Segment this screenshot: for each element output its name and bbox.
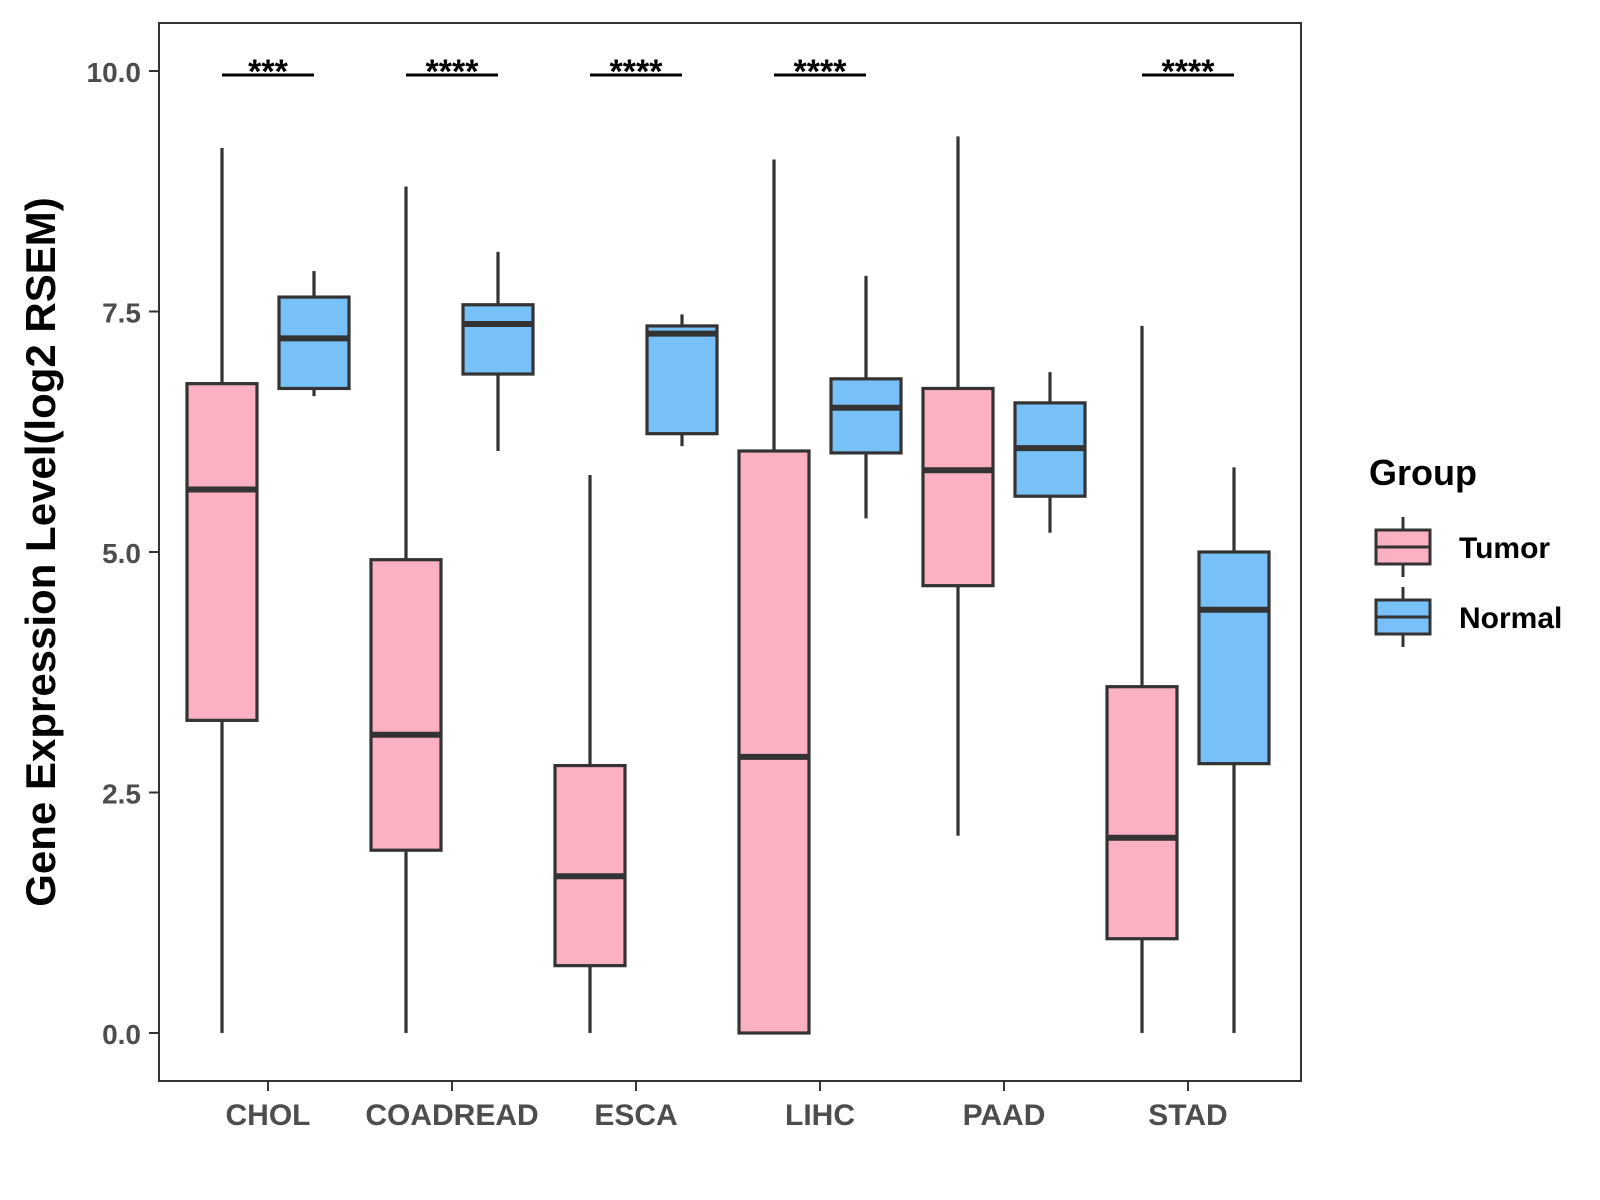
legend-item-normal: Normal bbox=[1374, 587, 1562, 647]
box-iqr bbox=[737, 449, 811, 1035]
box-normal-chol bbox=[277, 271, 351, 397]
box-iqr bbox=[185, 382, 259, 722]
box-iqr bbox=[1197, 550, 1271, 766]
x-tick-label-chol: CHOL bbox=[226, 1099, 311, 1132]
y-axis-title: Gene Expression Level(log2 RSEM) bbox=[17, 197, 64, 907]
box-iqr bbox=[1105, 685, 1179, 941]
y-axis: 0.0 2.5 5.0 7.5 10.0 bbox=[87, 57, 159, 1050]
significance-label: **** bbox=[1162, 53, 1216, 91]
x-tick-label-esca: ESCA bbox=[594, 1099, 677, 1132]
y-tick-label: 2.5 bbox=[102, 779, 141, 810]
box-tumor-stad bbox=[1105, 325, 1179, 1033]
y-tick-label: 10.0 bbox=[87, 57, 142, 88]
significance-annotations: *** **** **** **** **** bbox=[222, 53, 1234, 91]
significance-label: **** bbox=[426, 53, 480, 91]
x-tick-label-stad: STAD bbox=[1148, 1099, 1227, 1132]
box-iqr bbox=[277, 295, 351, 391]
box-tumor-coadread bbox=[369, 186, 443, 1033]
box-iqr bbox=[921, 386, 995, 588]
legend: Group Tumor Normal bbox=[1369, 452, 1562, 647]
box-iqr bbox=[461, 303, 535, 376]
y-tick-label: 0.0 bbox=[102, 1019, 141, 1050]
x-tick-label-lihc: LIHC bbox=[785, 1099, 855, 1132]
y-tick-label: 7.5 bbox=[102, 298, 141, 329]
box-iqr bbox=[369, 558, 443, 852]
x-axis: CHOL COADREAD ESCA LIHC PAAD STAD bbox=[226, 1081, 1228, 1132]
significance-label: **** bbox=[794, 53, 848, 91]
box-normal-coadread bbox=[461, 251, 535, 451]
significance-label: **** bbox=[610, 53, 664, 91]
box-normal-esca bbox=[645, 314, 719, 447]
legend-label-normal: Normal bbox=[1459, 602, 1562, 635]
box-tumor-paad bbox=[921, 136, 995, 836]
legend-title: Group bbox=[1369, 452, 1477, 493]
box-normal-paad bbox=[1013, 372, 1087, 533]
box-iqr bbox=[553, 763, 627, 968]
box-tumor-chol bbox=[185, 147, 259, 1033]
box-iqr bbox=[829, 377, 903, 455]
box-tumor-lihc bbox=[737, 159, 811, 1035]
legend-label-tumor: Tumor bbox=[1459, 532, 1550, 565]
box-normal-lihc bbox=[829, 275, 903, 519]
x-tick-label-coadread: COADREAD bbox=[365, 1099, 538, 1132]
box-tumor-esca bbox=[553, 475, 627, 1033]
box-iqr bbox=[645, 324, 719, 436]
box-series bbox=[185, 136, 1271, 1035]
box-normal-stad bbox=[1197, 467, 1271, 1033]
x-tick-label-paad: PAAD bbox=[963, 1099, 1046, 1132]
y-tick-label: 5.0 bbox=[102, 538, 141, 569]
significance-label: *** bbox=[248, 53, 288, 91]
legend-item-tumor: Tumor bbox=[1374, 517, 1550, 577]
